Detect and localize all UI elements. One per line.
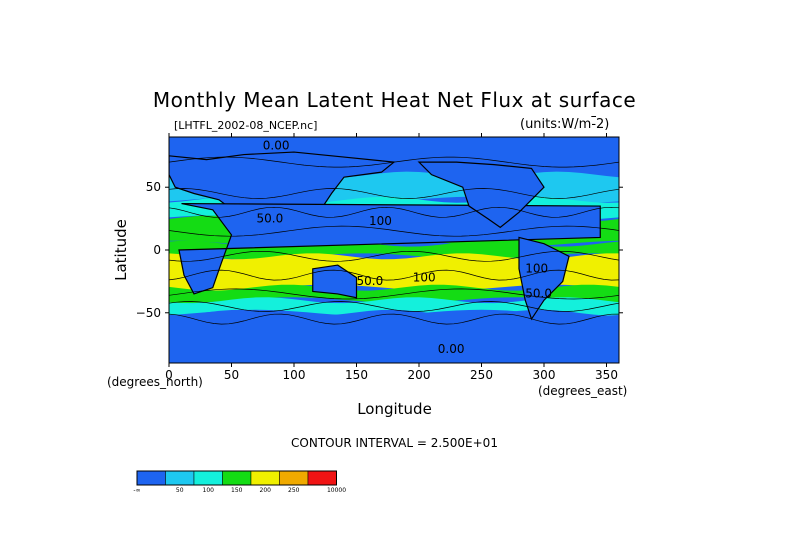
field-band — [169, 253, 619, 291]
landmass — [417, 161, 545, 229]
contour-label: 0.00 — [438, 342, 465, 356]
contour-line — [169, 313, 619, 325]
colorbar-swatch — [279, 470, 309, 486]
x-tick-label: 150 — [345, 368, 368, 382]
colorbar-label: 100 — [203, 487, 215, 494]
contour-line — [169, 269, 619, 281]
colorbar-swatch — [165, 470, 195, 486]
colorbar-label: 250 — [288, 487, 300, 494]
contour-label: 50.0 — [525, 287, 552, 301]
x-tick-label: 0 — [165, 368, 173, 382]
landmass — [178, 202, 601, 295]
plot-area — [169, 137, 619, 363]
contour-line — [169, 188, 619, 199]
contour-label: 0.00 — [263, 139, 290, 153]
units-label: (units:W/m-2) — [520, 117, 610, 132]
x-axis-label: Longitude — [357, 400, 432, 418]
y-tick-label: 50 — [146, 180, 161, 194]
y-axis-units: (degrees_north) — [107, 375, 203, 389]
colorbar-frame — [136, 470, 337, 486]
contour-line — [169, 301, 619, 312]
x-tick-label: 350 — [595, 368, 618, 382]
source-file-label: [LHTFL_2002-08_NCEP.nc] — [174, 119, 318, 132]
colorbar-label: -∞ — [133, 487, 140, 494]
colorbar-swatch — [250, 470, 280, 486]
landmass — [169, 151, 396, 223]
colorbar: -∞ 50 100 150 200 250 10000 — [133, 470, 346, 494]
colorbar-label: 10000 — [327, 487, 346, 494]
x-tick-label: 50 — [224, 368, 239, 382]
x-tick-label: 100 — [283, 368, 306, 382]
y-tick-label: 0 — [153, 243, 161, 257]
contour-label: 100 — [369, 214, 392, 228]
contour-interval-text: CONTOUR INTERVAL = 2.500E+01 — [291, 436, 498, 450]
field-band — [169, 297, 619, 316]
landmass — [518, 236, 570, 321]
contour-line — [169, 288, 619, 300]
y-tick-label: −50 — [136, 306, 161, 320]
colorbar-label: 150 — [231, 487, 243, 494]
x-tick-label: 250 — [470, 368, 493, 382]
colorbar-swatch — [193, 470, 223, 486]
contour-label: 50.0 — [357, 274, 384, 288]
field-band — [169, 309, 619, 363]
contour-line — [169, 225, 619, 237]
contour-lines — [169, 156, 619, 325]
contour-label: 100 — [413, 270, 436, 284]
x-tick-label: 300 — [533, 368, 556, 382]
colorbar-swatch — [136, 470, 166, 486]
contour-label: 50.0 — [257, 211, 284, 225]
contour-labels: 0.00 50.0 100 50.0 100 0.00 50.0 100 — [257, 139, 552, 356]
contour-label: 100 — [525, 262, 548, 276]
contour-line — [169, 206, 619, 218]
colorbar-label: 50 — [176, 487, 184, 494]
contour-line — [169, 250, 619, 262]
contour-line — [169, 156, 619, 168]
x-tick-label: 200 — [408, 368, 431, 382]
colorbar-swatch — [307, 470, 337, 486]
x-axis-units: (degrees_east) — [538, 384, 628, 398]
colorbar-label: 200 — [260, 487, 272, 494]
colorbar-swatch — [222, 470, 252, 486]
chart-title: Monthly Mean Latent Heat Net Flux at sur… — [152, 88, 637, 112]
field-band — [169, 240, 619, 260]
field-band — [169, 284, 619, 304]
landmass — [312, 264, 358, 299]
y-axis-label: Latitude — [112, 219, 130, 281]
axes: 0 50 100 150 200 250 300 350 50 0 −50 — [136, 133, 623, 382]
